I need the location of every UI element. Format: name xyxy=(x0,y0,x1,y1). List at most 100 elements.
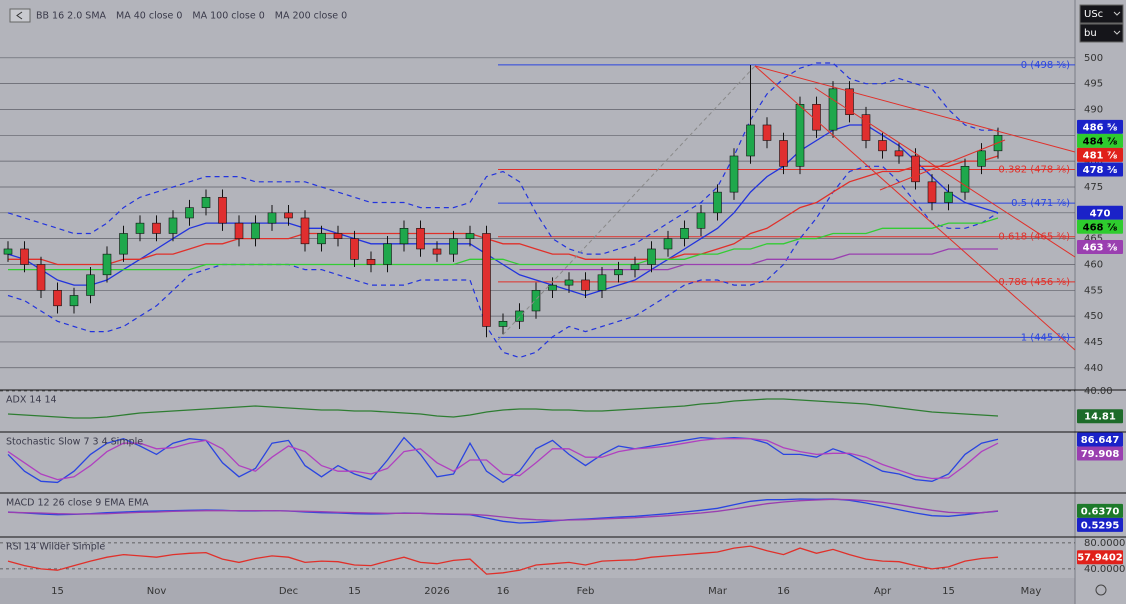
unit-dropdown[interactable] xyxy=(1079,23,1124,43)
fib-label: 0.5 (471 ⅞) xyxy=(1011,198,1070,209)
value-badge-label: 79.908 xyxy=(1081,449,1120,460)
value-badge xyxy=(1077,503,1123,518)
x-tick-label: 15 xyxy=(942,586,955,597)
legend-item: MA 100 close 0 xyxy=(192,11,264,22)
candle-body xyxy=(614,269,623,276)
candle-body xyxy=(300,217,310,245)
candle-body xyxy=(3,248,13,255)
value-badge-label: 14.81 xyxy=(1084,412,1116,423)
fib-label: 1 (445 ⅞) xyxy=(1021,332,1070,343)
settings-icon[interactable] xyxy=(1095,584,1107,596)
back-button[interactable] xyxy=(9,8,31,23)
candle-body xyxy=(515,310,524,322)
x-tick-label: Feb xyxy=(577,586,595,597)
candle-body xyxy=(696,212,706,229)
candle-body xyxy=(465,233,475,239)
candle-body xyxy=(20,248,29,265)
value-badge xyxy=(1077,147,1123,162)
candle-body xyxy=(498,320,508,327)
y-tick-label: 40.0000 xyxy=(1084,564,1125,575)
indicator-title: ADX 14 14 xyxy=(6,395,57,406)
value-badge xyxy=(1077,240,1123,255)
legend-item: MA 200 close 0 xyxy=(275,11,347,22)
candle-body xyxy=(878,140,887,152)
dropdown-icon xyxy=(1113,11,1121,16)
trend-line xyxy=(879,139,1006,191)
value-badge xyxy=(1077,432,1123,447)
currency-dropdown[interactable] xyxy=(1079,4,1124,24)
back-icon xyxy=(16,11,23,20)
candle-body xyxy=(135,222,145,234)
candle-body xyxy=(152,222,161,234)
value-badge xyxy=(1077,517,1123,532)
moving-average xyxy=(519,248,998,271)
candle-body xyxy=(449,238,458,255)
fib-label: 0.786 (456 ⅝) xyxy=(998,277,1070,288)
x-tick-label: 16 xyxy=(777,586,790,597)
x-tick-label: 15 xyxy=(348,586,361,597)
candle-body xyxy=(267,212,277,224)
x-tick-label: Apr xyxy=(874,586,892,597)
indicator-line xyxy=(7,398,999,419)
y-tick-label: 80.0000 xyxy=(1084,538,1125,549)
candle-body xyxy=(317,233,326,245)
candle-body xyxy=(432,248,442,255)
candle-body xyxy=(713,191,722,214)
value-badge-label: 481 ⅞ xyxy=(1083,150,1118,161)
candle-body xyxy=(482,233,491,327)
indicator-line xyxy=(7,545,999,575)
value-badge-label: 470 xyxy=(1090,208,1111,219)
candle-body xyxy=(531,289,541,312)
y-tick-label: 490 xyxy=(1084,104,1103,115)
candle-body xyxy=(762,124,772,141)
indicator-title: MACD 12 26 close 9 EMA EMA xyxy=(6,498,149,509)
candle-body xyxy=(729,155,739,193)
dropdown-icon xyxy=(1113,30,1121,35)
y-tick-label: 440 xyxy=(1084,363,1103,374)
candle-body xyxy=(581,279,590,291)
candle-body xyxy=(69,295,79,307)
moving-average xyxy=(8,155,999,266)
x-tick-label: Mar xyxy=(708,586,728,597)
x-tick-label: May xyxy=(1021,586,1042,597)
candle-body xyxy=(828,88,838,131)
candle-body xyxy=(680,228,689,239)
value-badge xyxy=(1077,119,1123,134)
candle-body xyxy=(647,248,656,265)
value-badge-label: 0.6370 xyxy=(1081,506,1120,517)
value-badge xyxy=(1077,409,1123,424)
candle-body xyxy=(845,88,854,115)
candle-body xyxy=(185,207,194,219)
x-tick-label: Dec xyxy=(279,586,298,597)
value-badge-label: 484 ⅞ xyxy=(1083,136,1118,147)
candle-body xyxy=(944,191,953,203)
y-tick-label: 500 xyxy=(1084,53,1103,64)
candle-body xyxy=(779,140,788,167)
bollinger-band xyxy=(7,62,998,255)
candle-body xyxy=(894,150,904,157)
candle-body xyxy=(119,233,128,255)
currency: USc xyxy=(1084,9,1103,20)
x-tick-label: 15 xyxy=(51,586,64,597)
candle-body xyxy=(251,222,260,239)
indicator-line xyxy=(7,498,999,521)
unit: bu xyxy=(1084,28,1097,39)
x-tick-label: Nov xyxy=(147,586,167,597)
indicator-title: RSI 14 Wilder Simple xyxy=(6,542,105,553)
value-badge xyxy=(1077,133,1123,148)
x-tick-label: 2026 xyxy=(424,586,449,597)
fib-label: 0.618 (465 ⅜) xyxy=(998,232,1070,243)
candle-body xyxy=(597,274,607,291)
y-tick-label: 465 xyxy=(1084,234,1103,245)
value-badge xyxy=(1077,162,1123,177)
value-badge-label: 57.9402 xyxy=(1077,553,1123,564)
y-tick-label: 475 xyxy=(1084,182,1103,193)
value-badge-label: 463 ⅜ xyxy=(1083,243,1118,254)
indicator-title: Stochastic Slow 7 3 4 Simple xyxy=(6,437,143,448)
value-badge-label: 468 ⅞ xyxy=(1083,222,1118,233)
candle-body xyxy=(383,243,392,265)
trend-line xyxy=(754,65,1076,153)
candle-body xyxy=(234,222,244,239)
